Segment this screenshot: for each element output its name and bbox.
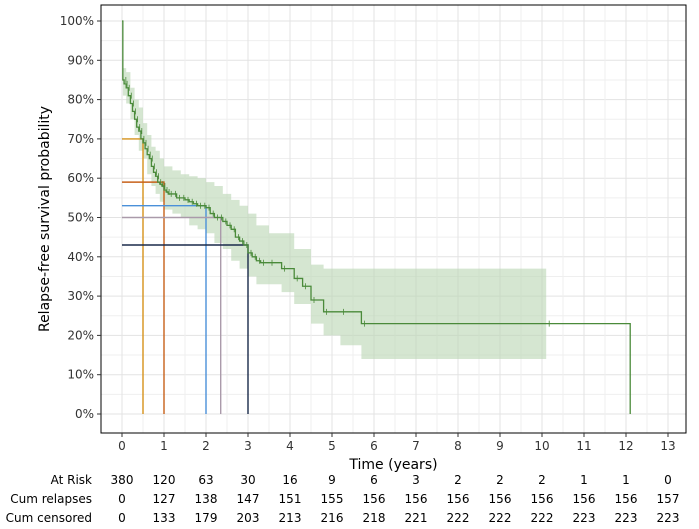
risk-cell: 156 xyxy=(615,492,638,506)
y-tick-label: 30% xyxy=(67,289,94,303)
risk-cell: 156 xyxy=(363,492,386,506)
risk-cell: 156 xyxy=(489,492,512,506)
y-tick-label: 70% xyxy=(67,132,94,146)
x-tick-label: 8 xyxy=(454,439,462,453)
risk-cell: 2 xyxy=(496,473,504,487)
x-tick-label: 1 xyxy=(160,439,168,453)
risk-cell: 151 xyxy=(279,492,302,506)
plot-background xyxy=(101,5,686,433)
y-tick-label: 90% xyxy=(67,53,94,67)
risk-cell: 223 xyxy=(573,511,596,525)
x-tick-label: 2 xyxy=(202,439,210,453)
risk-row-label: Cum censored xyxy=(6,511,92,525)
reference-line xyxy=(122,181,165,414)
risk-cell: 63 xyxy=(198,473,213,487)
risk-cell: 223 xyxy=(615,511,638,525)
risk-cell: 16 xyxy=(282,473,297,487)
x-tick-label: 4 xyxy=(286,439,294,453)
risk-row-label: At Risk xyxy=(51,473,92,487)
risk-cell: 380 xyxy=(111,473,134,487)
y-tick-label: 60% xyxy=(67,171,94,185)
y-tick-label: 80% xyxy=(67,93,94,107)
risk-cell: 221 xyxy=(405,511,428,525)
risk-cell: 2 xyxy=(454,473,462,487)
y-axis-label: Relapse-free survival probability xyxy=(37,106,53,332)
risk-cell: 222 xyxy=(447,511,470,525)
y-tick-label: 20% xyxy=(67,328,94,342)
risk-cell: 1 xyxy=(622,473,630,487)
risk-cell: 127 xyxy=(153,492,176,506)
x-tick-label: 9 xyxy=(496,439,504,453)
risk-cell: 222 xyxy=(531,511,554,525)
x-tick-label: 13 xyxy=(660,439,675,453)
x-tick-label: 11 xyxy=(576,439,591,453)
risk-cell: 213 xyxy=(279,511,302,525)
risk-cell: 9 xyxy=(328,473,336,487)
risk-cell: 216 xyxy=(321,511,344,525)
y-tick-label: 0% xyxy=(75,407,94,421)
x-tick-label: 10 xyxy=(534,439,549,453)
risk-cell: 0 xyxy=(664,473,672,487)
y-tick-label: 50% xyxy=(67,211,94,225)
risk-cell: 138 xyxy=(195,492,218,506)
risk-cell: 30 xyxy=(240,473,255,487)
risk-cell: 156 xyxy=(573,492,596,506)
risk-cell: 3 xyxy=(412,473,420,487)
x-tick-label: 12 xyxy=(618,439,633,453)
risk-cell: 0 xyxy=(118,511,126,525)
risk-cell: 156 xyxy=(405,492,428,506)
x-tick-label: 0 xyxy=(118,439,126,453)
censor-marks xyxy=(125,76,550,327)
y-tick-label: 10% xyxy=(67,368,94,382)
risk-cell: 2 xyxy=(538,473,546,487)
x-axis-label: Time (years) xyxy=(348,457,437,473)
risk-cell: 156 xyxy=(447,492,470,506)
risk-cell: 120 xyxy=(153,473,176,487)
risk-cell: 223 xyxy=(657,511,680,525)
risk-cell: 203 xyxy=(237,511,260,525)
risk-cell: 179 xyxy=(195,511,218,525)
grid-layer xyxy=(101,5,686,433)
axes: 0%10%20%30%40%50%60%70%80%90%100%0 1 2 3 4 5 6… xyxy=(60,14,676,453)
survival-curve xyxy=(122,20,631,414)
risk-cell: 133 xyxy=(153,511,176,525)
risk-cell: 218 xyxy=(363,511,386,525)
y-tick-label: 40% xyxy=(67,250,94,264)
y-tick-label: 100% xyxy=(60,14,94,28)
risk-cell: 6 xyxy=(370,473,378,487)
risk-cell: 157 xyxy=(657,492,680,506)
x-tick-label: 3 xyxy=(244,439,252,453)
risk-cell: 0 xyxy=(118,492,126,506)
risk-cell: 155 xyxy=(321,492,344,506)
risk-cell: 222 xyxy=(489,511,512,525)
x-tick-label: 5 xyxy=(328,439,336,453)
confidence-interval-band xyxy=(122,68,547,359)
plot-frame xyxy=(100,4,687,434)
x-tick-label: 7 xyxy=(412,439,420,453)
risk-row-label: Cum relapses xyxy=(10,492,92,506)
risk-cell: 1 xyxy=(580,473,588,487)
x-tick-label: 6 xyxy=(370,439,378,453)
risk-cell: 156 xyxy=(531,492,554,506)
risk-cell: 147 xyxy=(237,492,260,506)
